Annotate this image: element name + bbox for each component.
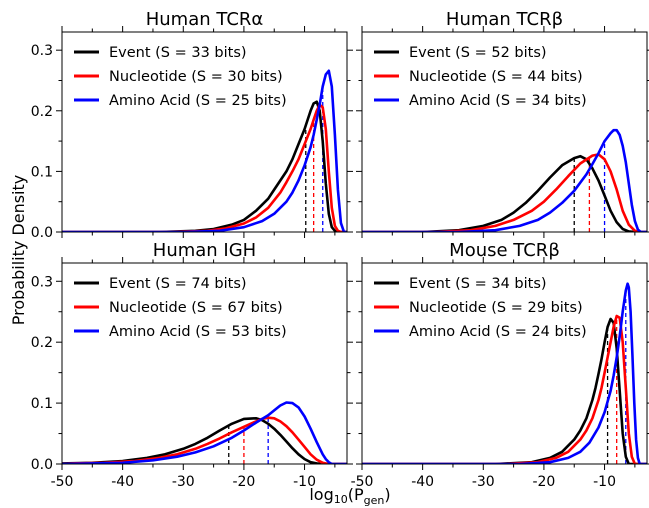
y-tick-label: 0.1: [31, 396, 53, 412]
plot-area: [362, 128, 647, 232]
series-line-2: [362, 128, 647, 232]
series-line-0: [362, 317, 647, 464]
panels: Human TCRα 0.0 0.1 0.2 0.3 Event (S = 33 bits…: [31, 9, 649, 490]
x-tick-label: -10: [593, 474, 616, 490]
series-line-2: [62, 401, 347, 464]
x-tick-label: -50: [51, 474, 74, 490]
legend-label-2: Amino Acid (S = 24 bits): [409, 324, 587, 340]
panel-frame: [61, 31, 348, 233]
series-line-1: [62, 103, 347, 232]
panel-frame: [61, 262, 348, 465]
x-tick-label: -20: [532, 474, 555, 490]
y-tick-label: 0.3: [31, 43, 53, 59]
panel-3: Mouse TCRβ -50 -40 -30 -20 -10 Event (S = 34 b…: [351, 240, 649, 490]
legend-label-0: Event (S = 34 bits): [409, 276, 547, 292]
y-tick-label: 0.2: [31, 335, 53, 351]
x-axis-label: log10(Pgen): [309, 485, 390, 507]
legend-label-1: Nucleotide (S = 30 bits): [109, 69, 283, 85]
y-tick-label: 0.0: [31, 457, 53, 473]
series-line-1: [362, 314, 647, 464]
y-tick-label: 0.1: [31, 164, 53, 180]
legend: Event (S = 34 bits) Nucleotide (S = 29 bi…: [374, 276, 587, 340]
legend-label-1: Nucleotide (S = 67 bits): [109, 300, 283, 316]
x-tick-label: -50: [351, 474, 374, 490]
panel-title: Human TCRβ: [446, 9, 563, 30]
x-tick-label: -30: [172, 474, 195, 490]
legend: Event (S = 52 bits) Nucleotide (S = 44 bi…: [374, 45, 587, 109]
legend-label-2: Amino Acid (S = 25 bits): [109, 93, 287, 109]
x-axis-label-open: (P: [348, 485, 364, 504]
series-line-0: [362, 154, 647, 232]
legend-label-2: Amino Acid (S = 34 bits): [409, 93, 587, 109]
panel-title: Mouse TCRβ: [449, 240, 560, 261]
x-tick-label: -10: [293, 474, 316, 490]
legend: Event (S = 33 bits) Nucleotide (S = 30 bi…: [74, 45, 287, 109]
legend-label-1: Nucleotide (S = 29 bits): [409, 300, 583, 316]
series-line-0: [62, 100, 347, 232]
x-axis-label-base: 10: [334, 493, 348, 506]
x-tick-label: -40: [411, 474, 434, 490]
y-tick-label: 0.3: [31, 274, 53, 290]
panel-title: Human TCRα: [146, 9, 264, 30]
legend-label-1: Nucleotide (S = 44 bits): [409, 69, 583, 85]
plot-area: [362, 282, 647, 464]
y-tick-label: 0.2: [31, 104, 53, 120]
panel-title: Human IGH: [153, 240, 256, 261]
panel-1: Human TCRβ Event (S = 52 bits) Nucleotide …: [356, 9, 649, 238]
legend-label-0: Event (S = 52 bits): [409, 45, 547, 61]
x-axis-label-sub: gen: [364, 494, 385, 507]
panel-frame: [361, 31, 648, 233]
x-axis-label-log: log: [309, 485, 333, 504]
x-tick-label: -30: [472, 474, 495, 490]
series-line-1: [62, 416, 347, 464]
y-tick-label: 0.0: [31, 225, 53, 241]
panel-0: Human TCRα 0.0 0.1 0.2 0.3 Event (S = 33 bits…: [31, 9, 353, 241]
series-line-1: [362, 153, 647, 232]
legend-label-2: Amino Acid (S = 53 bits): [109, 324, 287, 340]
panel-2: Human IGH -50 -40 -30 -20 -10 0.0 0.1 0.2 0.3 Even…: [31, 240, 353, 490]
x-tick-label: -40: [111, 474, 134, 490]
plot-area: [62, 401, 347, 464]
y-axis-label: Probability Density: [9, 175, 28, 326]
panel-frame: [361, 262, 648, 465]
legend-label-0: Event (S = 74 bits): [109, 276, 247, 292]
x-axis-label-close: ): [384, 485, 390, 504]
legend: Event (S = 74 bits) Nucleotide (S = 67 bi…: [74, 276, 287, 340]
legend-label-0: Event (S = 33 bits): [109, 45, 247, 61]
x-tick-label: -20: [232, 474, 255, 490]
series-line-0: [62, 417, 347, 464]
series-line-2: [362, 282, 647, 464]
series-line-2: [62, 69, 347, 232]
plot-area: [62, 69, 347, 232]
